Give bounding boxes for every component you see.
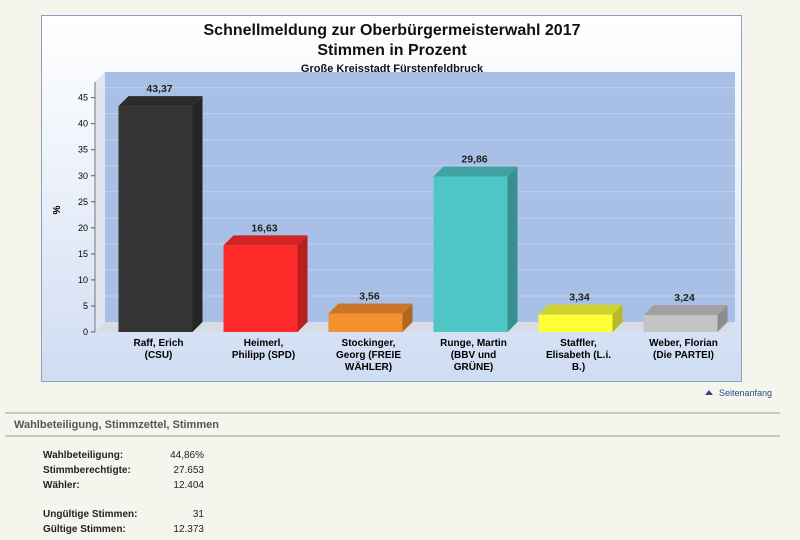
- bar-top-4: [538, 304, 623, 315]
- x-tick-label-4-0: Staffler,: [560, 338, 597, 349]
- x-tick-label-5-0: Weber, Florian: [649, 338, 718, 349]
- bar-top-5: [643, 305, 728, 316]
- chart-title-line2: Stimmen in Prozent: [317, 42, 467, 59]
- x-tick-label-3-0: Runge, Martin: [440, 338, 507, 349]
- arrow-up-icon: [705, 390, 713, 395]
- data-label-3: 29,86: [461, 153, 487, 165]
- plot-area: 0 5 10 15 20 25 30 35 40 45 43,37 Raff, Erich(CSU) 1…: [78, 72, 735, 373]
- stat-value-valid: 12.373: [173, 524, 204, 535]
- stat-label-voters: Wähler:: [43, 480, 80, 491]
- stat-value-voters: 12.404: [173, 480, 204, 491]
- bar-top-1: [223, 235, 308, 246]
- stat-value-eligible: 27.653: [173, 465, 204, 476]
- stat-value-turnout: 44,86%: [170, 450, 204, 461]
- bar-3: [433, 176, 508, 332]
- back-to-top-label: Seitenanfang: [719, 388, 773, 398]
- plot-side-wall: [95, 72, 105, 332]
- stat-label-valid: Gültige Stimmen:: [43, 524, 126, 535]
- y-tick-label-1: 5: [83, 301, 88, 311]
- data-label-0: 43,37: [146, 83, 172, 95]
- y-axis-label: %: [52, 205, 63, 214]
- x-tick-label-0-1: (CSU): [145, 350, 173, 361]
- x-tick-label-2-0: Stockinger,: [342, 338, 396, 349]
- x-tick-label-4-2: B.): [572, 362, 585, 373]
- chart-frame: Schnellmeldung zur Oberbürgermeisterwahl…: [41, 15, 742, 382]
- divider-bottom: [5, 435, 780, 437]
- bar-chart: Schnellmeldung zur Oberbürgermeisterwahl…: [52, 22, 735, 373]
- x-tick-label-3-2: GRÜNE): [454, 360, 493, 373]
- bar-5: [643, 315, 718, 332]
- stat-value-invalid: 31: [192, 509, 204, 520]
- data-label-1: 16,63: [251, 222, 277, 234]
- y-tick-label-5: 25: [78, 197, 88, 207]
- x-tick-label-0-0: Raff, Erich: [133, 338, 183, 349]
- bar-side-5: [717, 305, 728, 332]
- x-tick-label-5-1: (Die PARTEI): [653, 350, 714, 361]
- y-tick-label-7: 35: [78, 145, 88, 155]
- stat-label-invalid: Ungültige Stimmen:: [43, 509, 138, 520]
- bar-1: [223, 245, 298, 332]
- bar-side-1: [297, 235, 308, 332]
- section-title: Wahlbeteiligung, Stimmzettel, Stimmen: [14, 419, 219, 431]
- bar-2: [328, 313, 403, 332]
- x-tick-label-3-1: (BBV und: [451, 350, 497, 361]
- y-tick-label-3: 15: [78, 249, 88, 259]
- bar-side-3: [507, 166, 518, 332]
- y-tick-label-4: 20: [78, 223, 88, 233]
- bar-side-2: [402, 303, 413, 332]
- y-tick-label-9: 45: [78, 93, 88, 103]
- x-tick-label-4-1: Elisabeth (L.i.: [546, 350, 611, 361]
- data-label-5: 3,24: [674, 292, 695, 304]
- chart-title: Schnellmeldung zur Oberbürgermeisterwahl…: [204, 22, 581, 39]
- y-tick-label-8: 40: [78, 119, 88, 129]
- x-tick-label-1-0: Heimerl,: [244, 338, 284, 349]
- divider-top: [5, 412, 780, 414]
- y-tick-label-2: 10: [78, 275, 88, 285]
- bar-top-2: [328, 303, 413, 314]
- x-tick-label-2-1: Georg (FREIE: [336, 350, 401, 361]
- bar-0: [118, 106, 193, 332]
- bar-top-3: [433, 166, 518, 177]
- bar-top-0: [118, 96, 203, 107]
- data-label-2: 3,56: [359, 290, 380, 302]
- data-label-4: 3,34: [569, 292, 590, 304]
- x-tick-label-1-1: Philipp (SPD): [232, 350, 295, 361]
- x-tick-label-2-2: WÄHLER): [345, 360, 392, 373]
- stat-label-eligible: Stimmberechtigte:: [43, 465, 131, 476]
- y-tick-label-6: 30: [78, 171, 88, 181]
- bar-side-0: [192, 96, 203, 332]
- bar-side-4: [612, 304, 623, 332]
- y-tick-label-0: 0: [83, 327, 88, 337]
- stat-label-turnout: Wahlbeteiligung:: [43, 450, 124, 461]
- back-to-top-link[interactable]: Seitenanfang: [705, 388, 772, 398]
- bar-4: [538, 314, 613, 332]
